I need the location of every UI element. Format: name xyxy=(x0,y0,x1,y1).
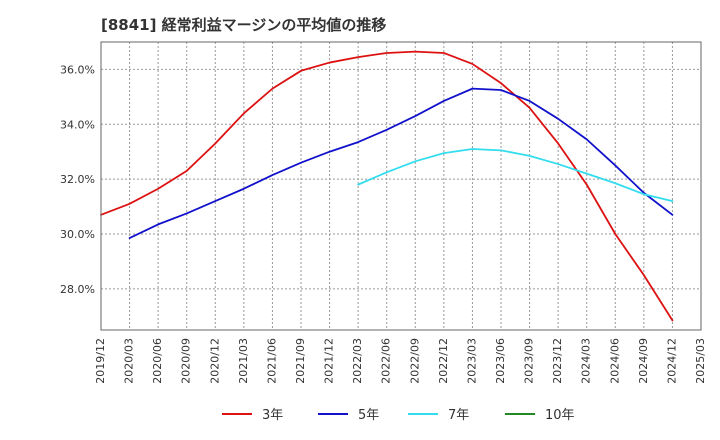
x-tick-label: 2023/03 xyxy=(465,338,478,384)
series-line-5年 xyxy=(128,87,674,240)
chart-title: [8841] 経常利益マージンの平均値の推移 xyxy=(101,16,387,34)
x-tick-label: 2022/06 xyxy=(380,338,393,384)
y-tick-label: 30.0% xyxy=(60,228,95,241)
x-tick-labels: 2019/12 2020/03 2020/06 2020/09 2020/12 2021/… xyxy=(94,338,707,384)
x-tick-label: 2023/09 xyxy=(523,338,536,384)
x-tick-label: 2023/06 xyxy=(494,338,507,384)
plot-frame xyxy=(100,41,702,331)
x-tick-label: 2023/12 xyxy=(551,338,564,384)
x-tick-label: 2024/12 xyxy=(665,338,678,384)
x-tick-label: 2021/03 xyxy=(237,338,250,384)
x-tick-label: 2020/12 xyxy=(208,338,221,384)
y-tick-label: 32.0% xyxy=(60,173,95,186)
x-tick-label: 2024/03 xyxy=(580,338,593,384)
x-tick-label: 2022/03 xyxy=(351,338,364,384)
x-tick-label: 2020/06 xyxy=(151,338,164,384)
series-line-7年 xyxy=(357,148,674,202)
legend-label: 3年 xyxy=(262,408,283,423)
legend: 3年 5年 7年 10年 xyxy=(222,408,575,423)
x-tick-label: 2022/12 xyxy=(437,338,450,384)
x-tick-label: 2024/06 xyxy=(608,338,621,384)
y-tick-label: 34.0% xyxy=(60,118,95,131)
x-tick-label: 2019/12 xyxy=(94,338,107,384)
x-tick-label: 2021/12 xyxy=(323,338,336,384)
legend-label: 10年 xyxy=(545,408,575,423)
series-layer xyxy=(100,50,674,322)
legend-label: 7年 xyxy=(448,408,469,423)
x-tick-label: 2022/09 xyxy=(408,338,421,384)
legend-label: 5年 xyxy=(358,408,379,423)
x-tick-label: 2024/09 xyxy=(637,338,650,384)
x-tick-label: 2021/09 xyxy=(294,338,307,384)
y-tick-label: 28.0% xyxy=(60,283,95,296)
grid-layer xyxy=(101,42,701,330)
x-tick-label: 2021/06 xyxy=(265,338,278,384)
x-tick-label: 2020/03 xyxy=(123,338,136,384)
x-tick-label: 2025/03 xyxy=(694,338,707,384)
y-tick-labels: 28.0% 30.0% 32.0% 34.0% 36.0% xyxy=(60,63,95,295)
y-tick-label: 36.0% xyxy=(60,63,95,76)
x-tick-label: 2020/09 xyxy=(180,338,193,384)
